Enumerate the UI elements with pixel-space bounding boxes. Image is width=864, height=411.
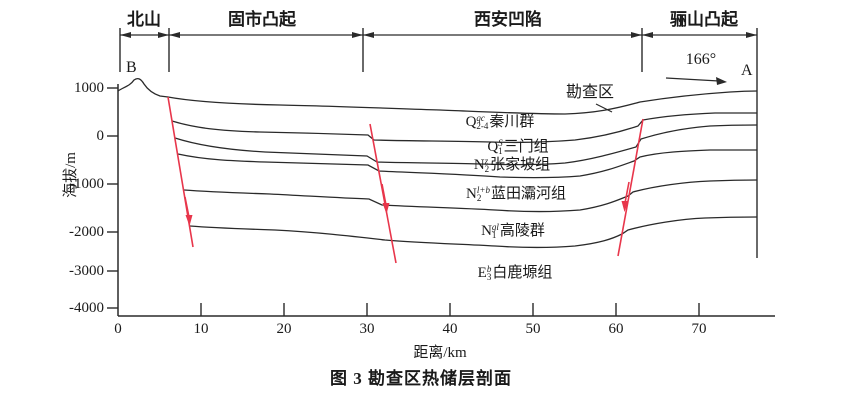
region-label-beishan: 北山 <box>127 10 161 29</box>
stratum-label-sanmen: Q S 1 三门组 <box>487 138 548 156</box>
fault-line-3 <box>617 118 644 257</box>
endpoint-a-label: A <box>741 62 753 79</box>
y-tick-0: 0 <box>96 128 105 144</box>
stratum-sup: S <box>498 138 503 148</box>
survey-area-leader-line <box>595 103 613 113</box>
region-label-gushi: 固市凸起 <box>228 10 296 29</box>
stratum-prefix: Q <box>487 139 499 155</box>
stratum-prefix: N <box>473 157 485 173</box>
stratum-sub: 2 <box>476 193 482 203</box>
x-tick-40: 40 <box>442 321 458 337</box>
stratum-name: 高陵群 <box>499 223 545 239</box>
stratum-sub: 2 <box>484 164 490 174</box>
layer-boundary-2 <box>174 124 758 166</box>
bearing-arrow-icon <box>665 77 727 85</box>
ground-surface-curve <box>117 77 758 115</box>
y-axis-title: 海拔/m <box>63 152 79 198</box>
y-tick-1000: 1000 <box>74 80 104 96</box>
stratum-name: 张家坡组 <box>490 157 551 173</box>
x-tick-70: 70 <box>691 321 707 337</box>
stratum-prefix: N <box>466 186 477 202</box>
stratum-name: 蓝田灞河组 <box>490 186 566 202</box>
x-axis-ticks <box>200 303 700 316</box>
x-axis-title: 距离/km <box>413 345 467 361</box>
y-tick-neg4000: -4000 <box>69 300 104 316</box>
stratum-sub: 3 <box>486 272 492 282</box>
stratum-name: 白鹿塬组 <box>492 265 553 281</box>
stratum-name: 秦川群 <box>489 114 535 130</box>
stratum-sup: qc <box>476 113 485 123</box>
figure-caption: 图 3 勘查区热储层剖面 <box>330 369 512 388</box>
layer-boundary-1 <box>171 112 757 144</box>
layer-boundary-4 <box>183 179 758 213</box>
x-tick-10: 10 <box>193 321 209 337</box>
y-axis-ticks <box>107 87 118 309</box>
y-tick-neg2000: -2000 <box>69 224 104 240</box>
region-label-lishan: 骊山凸起 <box>670 10 738 29</box>
fault-arrowhead-1 <box>185 215 193 226</box>
x-tick-60: 60 <box>608 321 624 337</box>
x-tick-20: 20 <box>276 321 292 337</box>
stratum-sup: z <box>484 156 489 166</box>
dimension-arrowheads <box>120 32 757 38</box>
layer-boundary-5 <box>189 216 758 249</box>
stratum-subsup: gl 1 <box>491 222 499 240</box>
survey-area-label: 勘查区 <box>565 84 615 101</box>
fault-arrow-line-3 <box>624 181 630 204</box>
stratum-sup: gl <box>491 222 499 232</box>
x-tick-30: 30 <box>359 321 375 337</box>
stratum-sub: 1 <box>491 230 497 240</box>
axes-lines <box>117 84 775 317</box>
fault-arrow-line-1 <box>184 196 190 218</box>
stratum-name: 三门组 <box>503 139 549 155</box>
bearing-label: 166° <box>685 51 717 68</box>
stratum-prefix: E <box>477 265 487 281</box>
endpoint-b-label: B <box>126 59 137 76</box>
stratum-sub: 2-4 <box>476 121 489 131</box>
stratum-prefix: N <box>481 223 492 239</box>
stratum-sub: 1 <box>498 146 503 156</box>
x-tick-50: 50 <box>525 321 541 337</box>
fault-lines <box>167 96 644 264</box>
stratum-subsup: qc 2-4 <box>476 113 489 131</box>
fault-arrowhead-3 <box>621 201 629 212</box>
stratum-prefix: Q <box>465 114 477 130</box>
stratum-sup: l+b <box>476 185 490 195</box>
layer-boundary-3 <box>177 149 757 179</box>
strata-boundaries <box>117 77 758 249</box>
y-tick-neg1000: -1000 <box>69 176 104 192</box>
stratum-sup: b <box>486 264 492 274</box>
fault-arrowhead-2 <box>382 203 390 214</box>
y-tick-neg3000: -3000 <box>69 263 104 279</box>
x-tick-0: 0 <box>114 321 122 337</box>
stratum-subsup: l+b 2 <box>476 185 490 203</box>
dimension-ticks <box>119 28 758 258</box>
fault-arrow-line-2 <box>381 183 387 206</box>
region-label-xian: 西安凹陷 <box>474 10 542 29</box>
fault-arrowheads <box>185 201 629 226</box>
